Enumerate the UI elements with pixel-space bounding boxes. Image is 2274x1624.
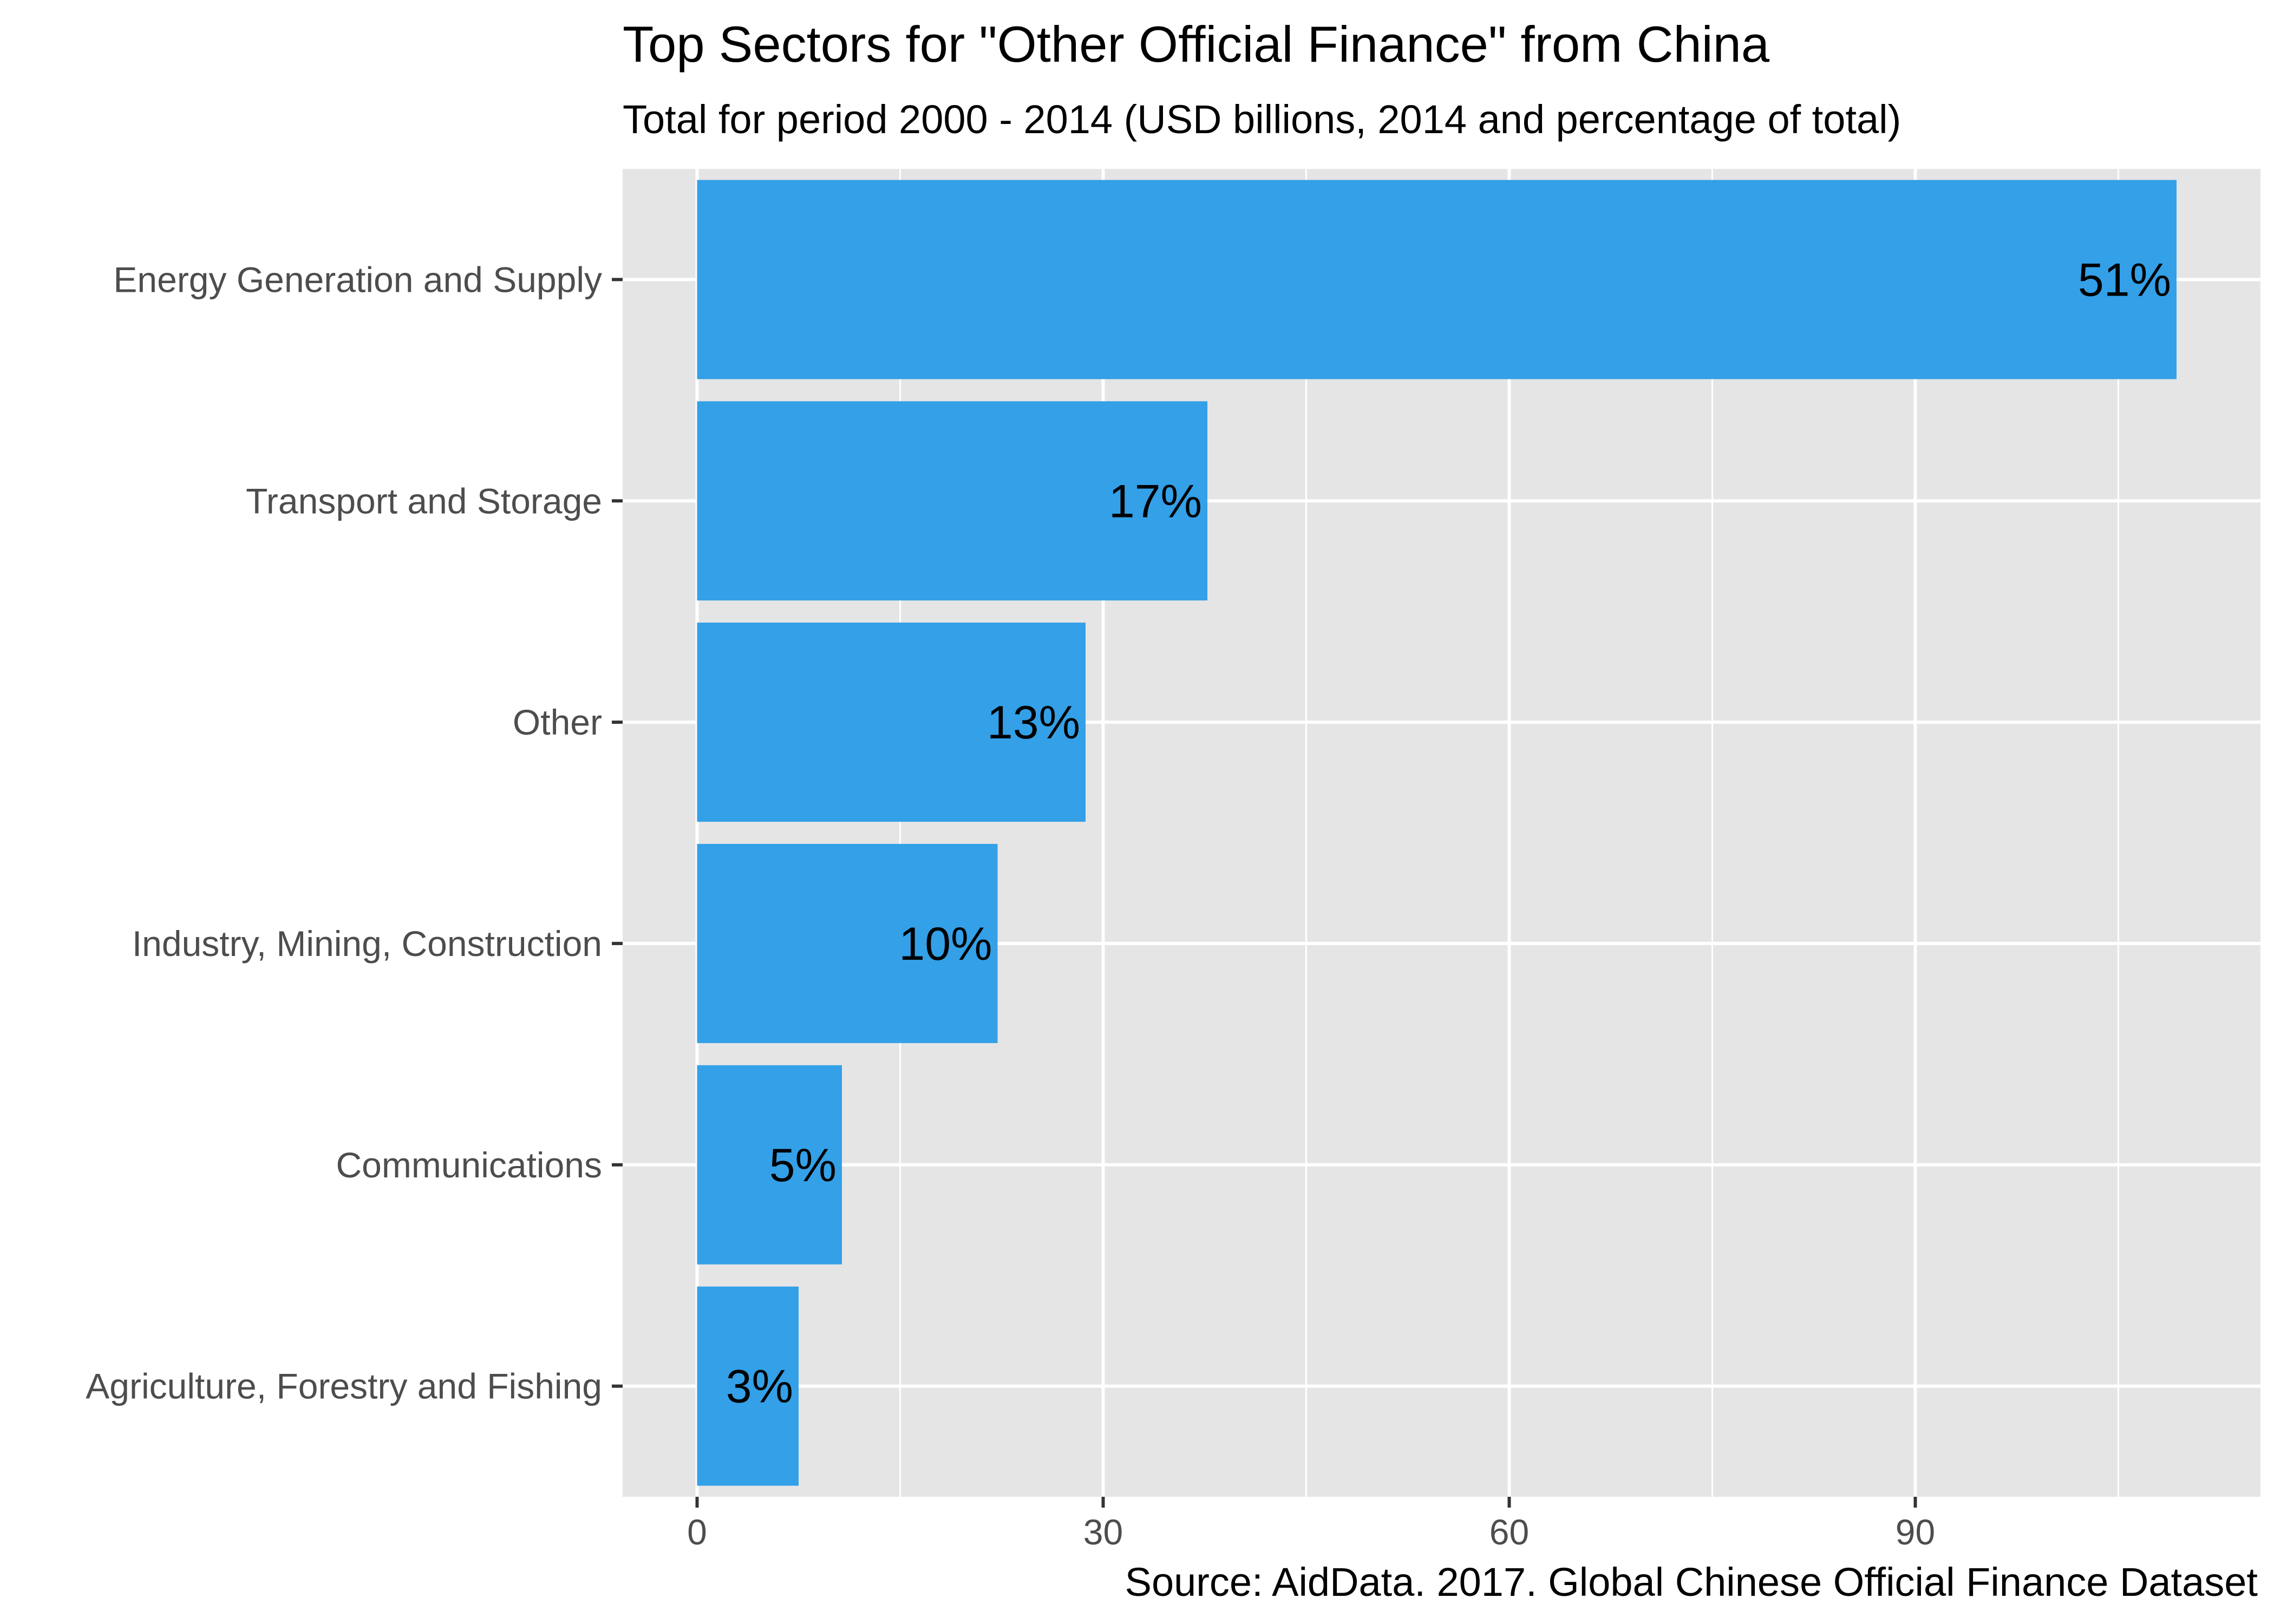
bar-value-label: 10% xyxy=(899,918,992,970)
y-tick-label: Agriculture, Forestry and Fishing xyxy=(86,1366,602,1406)
y-tick-label: Energy Generation and Supply xyxy=(113,259,602,299)
y-tick-label: Other xyxy=(513,702,602,742)
bar-labels: 51% 17% 13% 10% 5% 3% xyxy=(726,254,2171,1412)
bar xyxy=(697,843,998,1043)
x-axis: 0 30 60 90 xyxy=(687,1497,1935,1552)
x-tick-label: 60 xyxy=(1489,1512,1529,1552)
y-tick-label: Transport and Storage xyxy=(246,481,602,521)
bar-value-label: 3% xyxy=(726,1361,793,1413)
bar xyxy=(697,1065,842,1265)
x-tick-label: 90 xyxy=(1896,1512,1935,1552)
chart-caption: Source: AidData. 2017. Global Chinese Of… xyxy=(1125,1560,2258,1605)
bar xyxy=(697,401,1207,601)
y-tick-label: Industry, Mining, Construction xyxy=(132,924,602,964)
bar-value-label: 51% xyxy=(2078,254,2171,306)
x-tick-label: 0 xyxy=(687,1512,707,1552)
bar xyxy=(697,623,1086,822)
chart-title: Top Sectors for "Other Official Finance"… xyxy=(623,16,1770,73)
bar-value-label: 5% xyxy=(769,1140,837,1191)
x-tick-label: 30 xyxy=(1083,1512,1123,1552)
bar-value-label: 13% xyxy=(987,697,1080,749)
y-axis: Energy Generation and Supply Transport an… xyxy=(86,259,623,1406)
bar xyxy=(697,1286,799,1486)
chart-subtitle: Total for period 2000 - 2014 (USD billio… xyxy=(623,97,1901,142)
bars xyxy=(697,180,2177,1486)
bar xyxy=(697,180,2177,379)
bar-value-label: 17% xyxy=(1109,475,1202,527)
y-tick-label: Communications xyxy=(336,1145,602,1185)
plot-panel xyxy=(623,169,2260,1497)
